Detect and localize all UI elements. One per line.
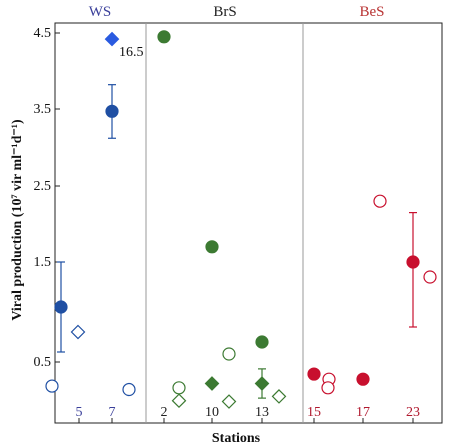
x-tick-label-2: 2 (161, 405, 168, 420)
point-st23-filled-circle (406, 255, 420, 269)
point-st23-open-circle (423, 270, 437, 284)
point-st5-open-circle (45, 379, 59, 393)
point-st5-open-diamond (70, 324, 86, 340)
x-axis-ticks: 5 7 2 10 13 15 17 23 (76, 405, 420, 423)
point-st15-filled-circle (307, 367, 321, 381)
point-st7-open-circle (122, 382, 136, 397)
region-label-ws: WS (89, 4, 112, 20)
annotations: 16.5 (119, 45, 144, 60)
annotation-label: 16.5 (119, 45, 144, 60)
point-st5-filled-circle (54, 300, 68, 314)
region-labels: WS BrS BeS (89, 4, 385, 20)
plot-frame (54, 22, 443, 424)
point-st2-open-circle (172, 381, 186, 395)
point-st13-open-diamond (271, 389, 287, 404)
x-tick-label-10: 10 (205, 405, 219, 420)
x-tick-label-15: 15 (307, 405, 321, 420)
x-tick-label-13: 13 (255, 405, 269, 420)
y-axis-ticks: 0.5 1.5 2.5 3.5 4.5 (34, 26, 60, 370)
point-st2-open-diamond (171, 393, 187, 409)
x-tick-label-7: 7 (109, 405, 116, 420)
point-st15-open-circle (321, 381, 335, 395)
point-st2-filled-circle (157, 30, 171, 44)
point-st10-open-diamond (221, 394, 237, 409)
y-tick-label: 3.5 (34, 102, 52, 117)
data-points (45, 30, 437, 409)
region-label-bes: BeS (359, 4, 384, 20)
y-tick-label: 4.5 (34, 26, 52, 41)
x-tick-label-5: 5 (76, 405, 83, 420)
point-st13-filled-diamond (254, 376, 270, 391)
x-axis-title: Stations (212, 431, 261, 446)
y-tick-label: 2.5 (34, 179, 52, 194)
x-tick-label-17: 17 (356, 405, 370, 420)
point-st10-filled-diamond (204, 376, 220, 391)
y-axis-title: Viral production (10⁷ vir ml⁻¹d⁻¹) (10, 119, 25, 321)
point-st7-filled-circle (105, 104, 119, 118)
point-st13-filled-circle (255, 335, 269, 349)
point-st17-open-circle (373, 194, 387, 208)
point-st10-filled-circle (205, 240, 219, 254)
point-st7-filled-diamond (104, 31, 120, 47)
point-st17-filled-circle (356, 372, 370, 386)
x-tick-label-23: 23 (406, 405, 420, 420)
y-tick-label: 1.5 (34, 255, 52, 270)
y-tick-label: 0.5 (34, 355, 52, 370)
point-st10-open-circle (222, 347, 236, 361)
region-label-brs: BrS (213, 4, 236, 20)
